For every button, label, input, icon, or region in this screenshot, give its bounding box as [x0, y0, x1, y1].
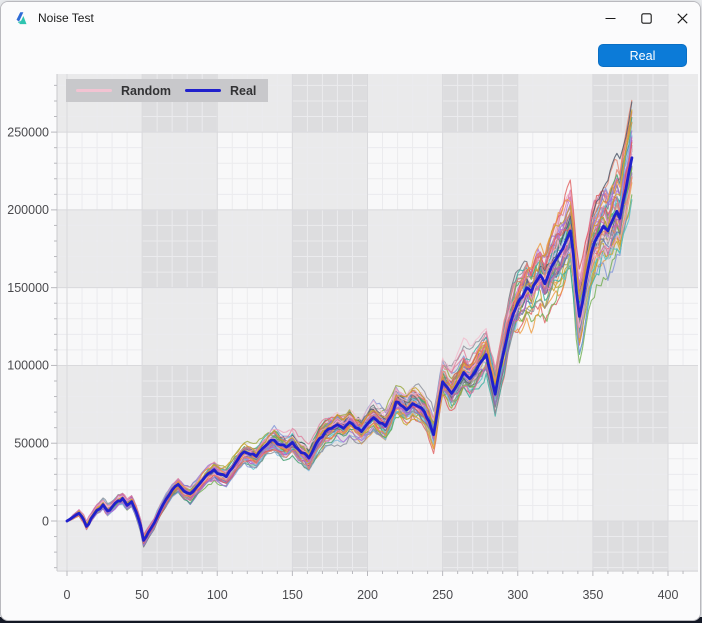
window-title: Noise Test: [38, 11, 94, 25]
svg-text:350: 350: [582, 588, 603, 602]
svg-text:50: 50: [135, 588, 149, 602]
close-icon: [676, 12, 688, 24]
titlebar: Noise Test: [1, 2, 700, 34]
svg-text:300: 300: [507, 588, 528, 602]
maximize-icon: [640, 12, 652, 24]
minimize-icon: [605, 17, 615, 19]
random-series-swatch: [76, 89, 112, 92]
minimize-button[interactable]: [592, 2, 628, 34]
legend-label-random: Random: [121, 83, 171, 98]
svg-text:0: 0: [42, 514, 49, 528]
real-button[interactable]: Real: [598, 44, 687, 67]
window-controls: [592, 2, 700, 34]
svg-text:400: 400: [658, 588, 679, 602]
svg-text:150: 150: [282, 588, 303, 602]
legend-item-random: Random: [76, 84, 171, 98]
maximize-button[interactable]: [628, 2, 664, 34]
chart-legend: Random Real: [66, 79, 269, 102]
noise-chart: 0 50 100 150 200 250 300 350 400 0 50000 100000 1500…: [7, 74, 698, 602]
svg-text:250: 250: [432, 588, 453, 602]
app-logo-icon: [16, 11, 27, 24]
svg-text:250000: 250000: [7, 125, 49, 139]
svg-text:50000: 50000: [14, 437, 49, 451]
svg-text:200000: 200000: [7, 203, 49, 217]
legend-item-real: Real: [185, 84, 256, 98]
legend-label-real: Real: [230, 83, 257, 98]
svg-text:100000: 100000: [7, 359, 49, 373]
svg-text:0: 0: [64, 588, 71, 602]
svg-text:200: 200: [357, 588, 378, 602]
close-button[interactable]: [664, 2, 700, 34]
svg-text:100: 100: [207, 588, 228, 602]
svg-text:150000: 150000: [7, 281, 49, 295]
real-series-swatch: [185, 89, 221, 92]
